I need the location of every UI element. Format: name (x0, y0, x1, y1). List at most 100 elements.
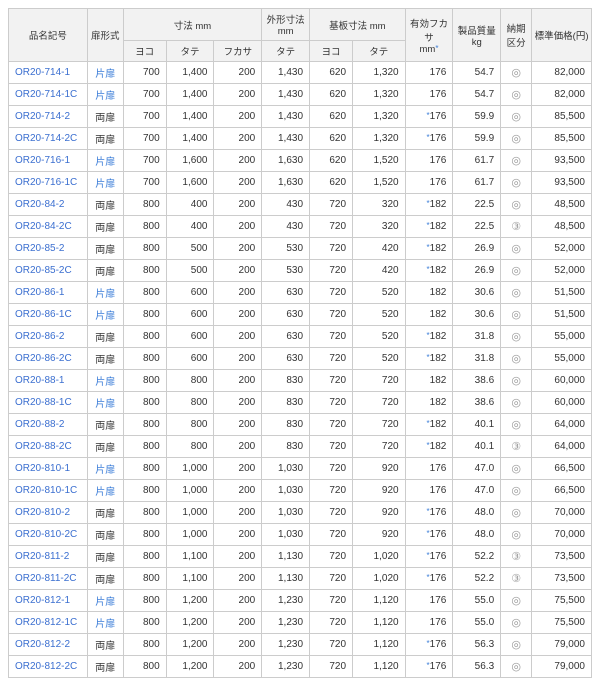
cell-base-tate: 520 (353, 282, 406, 304)
cell-part[interactable]: OR20-812-1C (9, 612, 88, 634)
cell-part[interactable]: OR20-86-1 (9, 282, 88, 304)
table-row: OR20-716-1片扉7001,6002001,6306201,5201766… (9, 150, 592, 172)
cell-part[interactable]: OR20-716-1 (9, 150, 88, 172)
cell-base-tate: 920 (353, 524, 406, 546)
cell-ship: ◎ (501, 612, 532, 634)
cell-tate: 800 (166, 414, 214, 436)
cell-depth: 176 (405, 62, 453, 84)
cell-depth: *176 (405, 524, 453, 546)
cell-price: 52,000 (532, 260, 592, 282)
table-row: OR20-812-1C片扉8001,2002001,2307201,120176… (9, 612, 592, 634)
cell-door: 両扉 (87, 436, 123, 458)
cell-yoko: 700 (123, 128, 166, 150)
cell-fukasa: 200 (214, 612, 262, 634)
cell-weight: 30.6 (453, 282, 501, 304)
cell-yoko: 800 (123, 260, 166, 282)
cell-ship: ◎ (501, 502, 532, 524)
cell-yoko: 800 (123, 392, 166, 414)
cell-base-tate: 1,120 (353, 612, 406, 634)
cell-base-tate: 420 (353, 238, 406, 260)
cell-tate: 800 (166, 436, 214, 458)
table-row: OR20-86-2両扉800600200630720520*18231.8◎55… (9, 326, 592, 348)
cell-part[interactable]: OR20-810-2 (9, 502, 88, 524)
cell-depth: 182 (405, 370, 453, 392)
cell-yoko: 800 (123, 590, 166, 612)
cell-tate: 500 (166, 260, 214, 282)
cell-tate: 1,400 (166, 106, 214, 128)
cell-part[interactable]: OR20-86-1C (9, 304, 88, 326)
table-row: OR20-812-2両扉8001,2002001,2307201,120*176… (9, 634, 592, 656)
cell-part[interactable]: OR20-85-2 (9, 238, 88, 260)
cell-weight: 31.8 (453, 326, 501, 348)
cell-outer-tate: 630 (262, 348, 310, 370)
table-row: OR20-84-2両扉800400200430720320*18222.5◎48… (9, 194, 592, 216)
cell-base-tate: 520 (353, 348, 406, 370)
cell-yoko: 800 (123, 282, 166, 304)
cell-fukasa: 200 (214, 150, 262, 172)
cell-part[interactable]: OR20-810-2C (9, 524, 88, 546)
cell-weight: 40.1 (453, 436, 501, 458)
cell-base-yoko: 720 (310, 238, 353, 260)
hdr-base: 基板寸法 mm (310, 9, 406, 41)
cell-part[interactable]: OR20-88-2C (9, 436, 88, 458)
cell-part[interactable]: OR20-812-2C (9, 656, 88, 678)
cell-part[interactable]: OR20-714-1 (9, 62, 88, 84)
cell-yoko: 800 (123, 194, 166, 216)
cell-price: 93,500 (532, 150, 592, 172)
cell-door: 両扉 (87, 238, 123, 260)
cell-yoko: 800 (123, 436, 166, 458)
cell-base-tate: 720 (353, 392, 406, 414)
cell-base-yoko: 720 (310, 436, 353, 458)
cell-weight: 48.0 (453, 502, 501, 524)
cell-part[interactable]: OR20-716-1C (9, 172, 88, 194)
cell-base-yoko: 620 (310, 84, 353, 106)
cell-part[interactable]: OR20-811-2C (9, 568, 88, 590)
cell-outer-tate: 830 (262, 414, 310, 436)
cell-part[interactable]: OR20-84-2C (9, 216, 88, 238)
cell-tate: 600 (166, 282, 214, 304)
cell-tate: 1,000 (166, 524, 214, 546)
cell-door: 片扉 (87, 392, 123, 414)
cell-part[interactable]: OR20-85-2C (9, 260, 88, 282)
cell-door: 両扉 (87, 128, 123, 150)
cell-part[interactable]: OR20-810-1C (9, 480, 88, 502)
cell-outer-tate: 1,230 (262, 656, 310, 678)
cell-depth: *176 (405, 568, 453, 590)
cell-part[interactable]: OR20-811-2 (9, 546, 88, 568)
cell-yoko: 800 (123, 546, 166, 568)
cell-fukasa: 200 (214, 656, 262, 678)
cell-outer-tate: 1,430 (262, 84, 310, 106)
cell-weight: 52.2 (453, 546, 501, 568)
cell-base-yoko: 620 (310, 128, 353, 150)
cell-depth: *176 (405, 546, 453, 568)
cell-part[interactable]: OR20-714-2C (9, 128, 88, 150)
cell-depth: 182 (405, 392, 453, 414)
cell-weight: 38.6 (453, 392, 501, 414)
cell-base-tate: 1,120 (353, 634, 406, 656)
cell-door: 両扉 (87, 414, 123, 436)
cell-ship: ③ (501, 568, 532, 590)
cell-fukasa: 200 (214, 84, 262, 106)
cell-part[interactable]: OR20-810-1 (9, 458, 88, 480)
cell-weight: 47.0 (453, 458, 501, 480)
cell-part[interactable]: OR20-86-2C (9, 348, 88, 370)
cell-part[interactable]: OR20-88-2 (9, 414, 88, 436)
cell-door: 片扉 (87, 84, 123, 106)
cell-part[interactable]: OR20-86-2 (9, 326, 88, 348)
cell-part[interactable]: OR20-714-2 (9, 106, 88, 128)
cell-door: 両扉 (87, 260, 123, 282)
cell-fukasa: 200 (214, 458, 262, 480)
cell-part[interactable]: OR20-84-2 (9, 194, 88, 216)
cell-yoko: 800 (123, 238, 166, 260)
cell-door: 片扉 (87, 282, 123, 304)
spec-table: 品名記号 扉形式 寸法 mm 外形寸法 mm 基板寸法 mm 有効フカサ mm*… (8, 8, 592, 678)
cell-depth: 176 (405, 480, 453, 502)
cell-tate: 1,200 (166, 612, 214, 634)
table-row: OR20-810-1C片扉8001,0002001,03072092017647… (9, 480, 592, 502)
cell-part[interactable]: OR20-88-1C (9, 392, 88, 414)
cell-price: 48,500 (532, 194, 592, 216)
cell-part[interactable]: OR20-88-1 (9, 370, 88, 392)
cell-part[interactable]: OR20-812-2 (9, 634, 88, 656)
cell-part[interactable]: OR20-714-1C (9, 84, 88, 106)
cell-part[interactable]: OR20-812-1 (9, 590, 88, 612)
